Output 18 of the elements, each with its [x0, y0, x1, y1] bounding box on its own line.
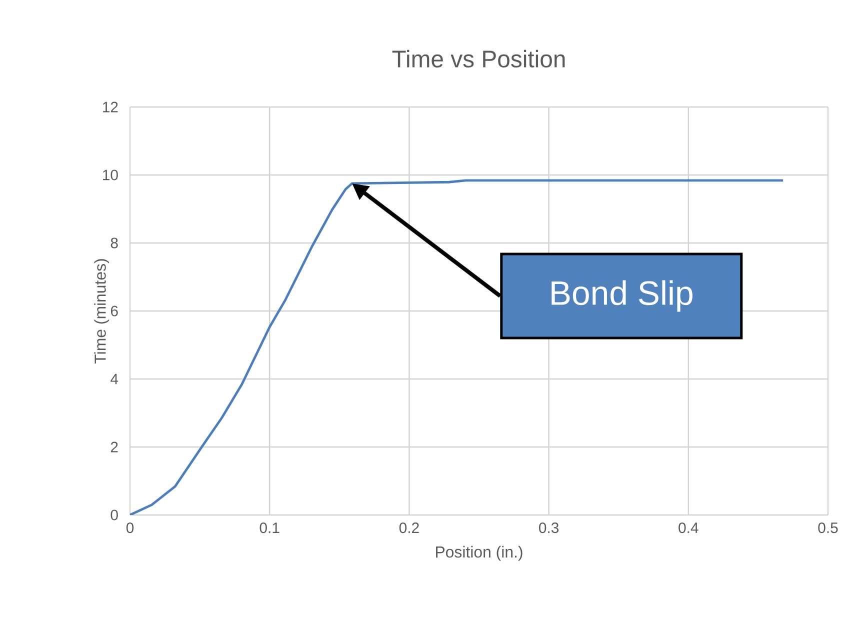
- y-tick-label: 12: [103, 102, 118, 112]
- y-tick-label: 8: [110, 238, 118, 248]
- y-axis-title: Time (minutes): [94, 259, 110, 364]
- x-tick-label: 0: [126, 522, 134, 534]
- x-tick-label: 0.2: [399, 522, 419, 534]
- y-tick-label: 2: [110, 442, 118, 452]
- y-tick-label: 6: [110, 306, 118, 316]
- y-tick-label: 0: [110, 510, 118, 520]
- annotation: Bond Slip: [552, 280, 692, 312]
- x-axis-title: Position (in.): [436, 546, 522, 561]
- y-tick-label: 10: [103, 170, 118, 180]
- line-series: [130, 179, 784, 515]
- x-tick-label: 0.4: [678, 522, 698, 534]
- x-tick-label: 0.3: [539, 522, 559, 534]
- x-tick-label: 0.1: [260, 522, 280, 534]
- chart-title: Time vs Position: [392, 50, 565, 68]
- y-tick-label: 4: [110, 374, 118, 384]
- x-tick-label: 0.5: [818, 522, 838, 534]
